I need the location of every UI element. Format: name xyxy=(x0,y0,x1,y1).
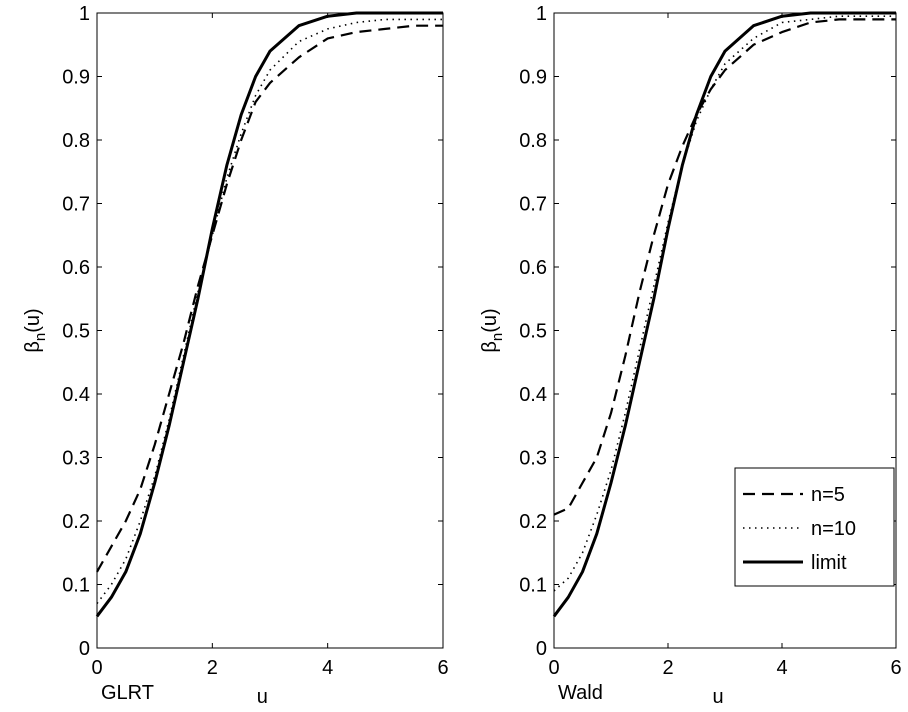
y-axis-label-sub: n xyxy=(32,333,49,341)
y-tick-label: 0.6 xyxy=(62,257,90,279)
y-tick-label: 0.7 xyxy=(62,194,90,216)
y-axis-label: βn(u) xyxy=(479,308,506,352)
axes-box xyxy=(96,12,444,649)
y-tick-label: 0.3 xyxy=(62,448,90,470)
y-tick-label: 0.4 xyxy=(519,384,547,406)
series-line-n5 xyxy=(553,18,896,516)
series-line-n10 xyxy=(96,18,443,604)
x-tick-label: 0 xyxy=(548,657,559,679)
y-tick-label: 0.2 xyxy=(519,511,547,533)
y-tick-label: 0.6 xyxy=(519,257,547,279)
panel-label: GLRT xyxy=(101,682,154,704)
y-tick-label: 0.5 xyxy=(62,321,90,343)
legend-label: n=10 xyxy=(811,518,856,540)
y-tick-label: 0.4 xyxy=(62,384,90,406)
y-tick-label: 1 xyxy=(536,3,547,25)
chart-panel-glrt: 0 0.1 0.2 0.3 0.4 0.5 0.6 0.7 0.8 0.9 1 0 2 4 6 u GLRT βn… xyxy=(22,3,449,708)
y-tick-label: 0.1 xyxy=(519,575,547,597)
x-tick-label: 0 xyxy=(91,657,102,679)
x-axis-label: u xyxy=(712,686,723,708)
y-tick-label: 0.2 xyxy=(62,511,90,533)
y-axis-label-tail: (u) xyxy=(479,308,501,332)
y-tick-label: 1 xyxy=(79,3,90,25)
y-axis-label: βn(u) xyxy=(22,308,49,352)
series-line-n5 xyxy=(96,24,443,573)
y-axis-label-main: β xyxy=(22,341,44,353)
x-tick-label: 4 xyxy=(776,657,787,679)
legend-label: n=5 xyxy=(811,484,845,506)
chart-panel-wald: 00.10.20.30.40.50.60.70.80.910 2 4 6uWaldβn… xyxy=(479,3,902,708)
y-tick-label: 0.8 xyxy=(519,130,547,152)
y-axis-label-tail: (u) xyxy=(22,308,44,332)
legend-label: limit xyxy=(811,552,847,574)
x-tick-label: 6 xyxy=(437,657,448,679)
y-tick-label: 0.9 xyxy=(519,67,547,89)
series-line-limit xyxy=(95,11,443,618)
y-tick-label: 0.8 xyxy=(62,130,90,152)
x-tick-label: 2 xyxy=(207,657,218,679)
y-axis-label-sub: n xyxy=(489,333,506,341)
x-tick-label: 6 xyxy=(890,657,901,679)
series-line-limit xyxy=(552,11,896,618)
y-tick-label: 0.7 xyxy=(519,194,547,216)
y-tick-label: 0.9 xyxy=(62,67,90,89)
y-tick-label: 0.5 xyxy=(519,321,547,343)
panel-label: Wald xyxy=(558,682,603,704)
y-axis-label-main: β xyxy=(479,341,501,353)
y-tick-label: 0.1 xyxy=(62,575,90,597)
y-tick-label: 0 xyxy=(536,638,547,660)
x-tick-label: 2 xyxy=(662,657,673,679)
y-tick-label: 0.3 xyxy=(519,448,547,470)
legend: n=5 n=10 limit xyxy=(734,467,895,587)
x-axis-label: u xyxy=(257,686,268,708)
y-tick-label: 0 xyxy=(79,638,90,660)
legend-box xyxy=(734,467,895,587)
x-tick-label: 4 xyxy=(322,657,333,679)
